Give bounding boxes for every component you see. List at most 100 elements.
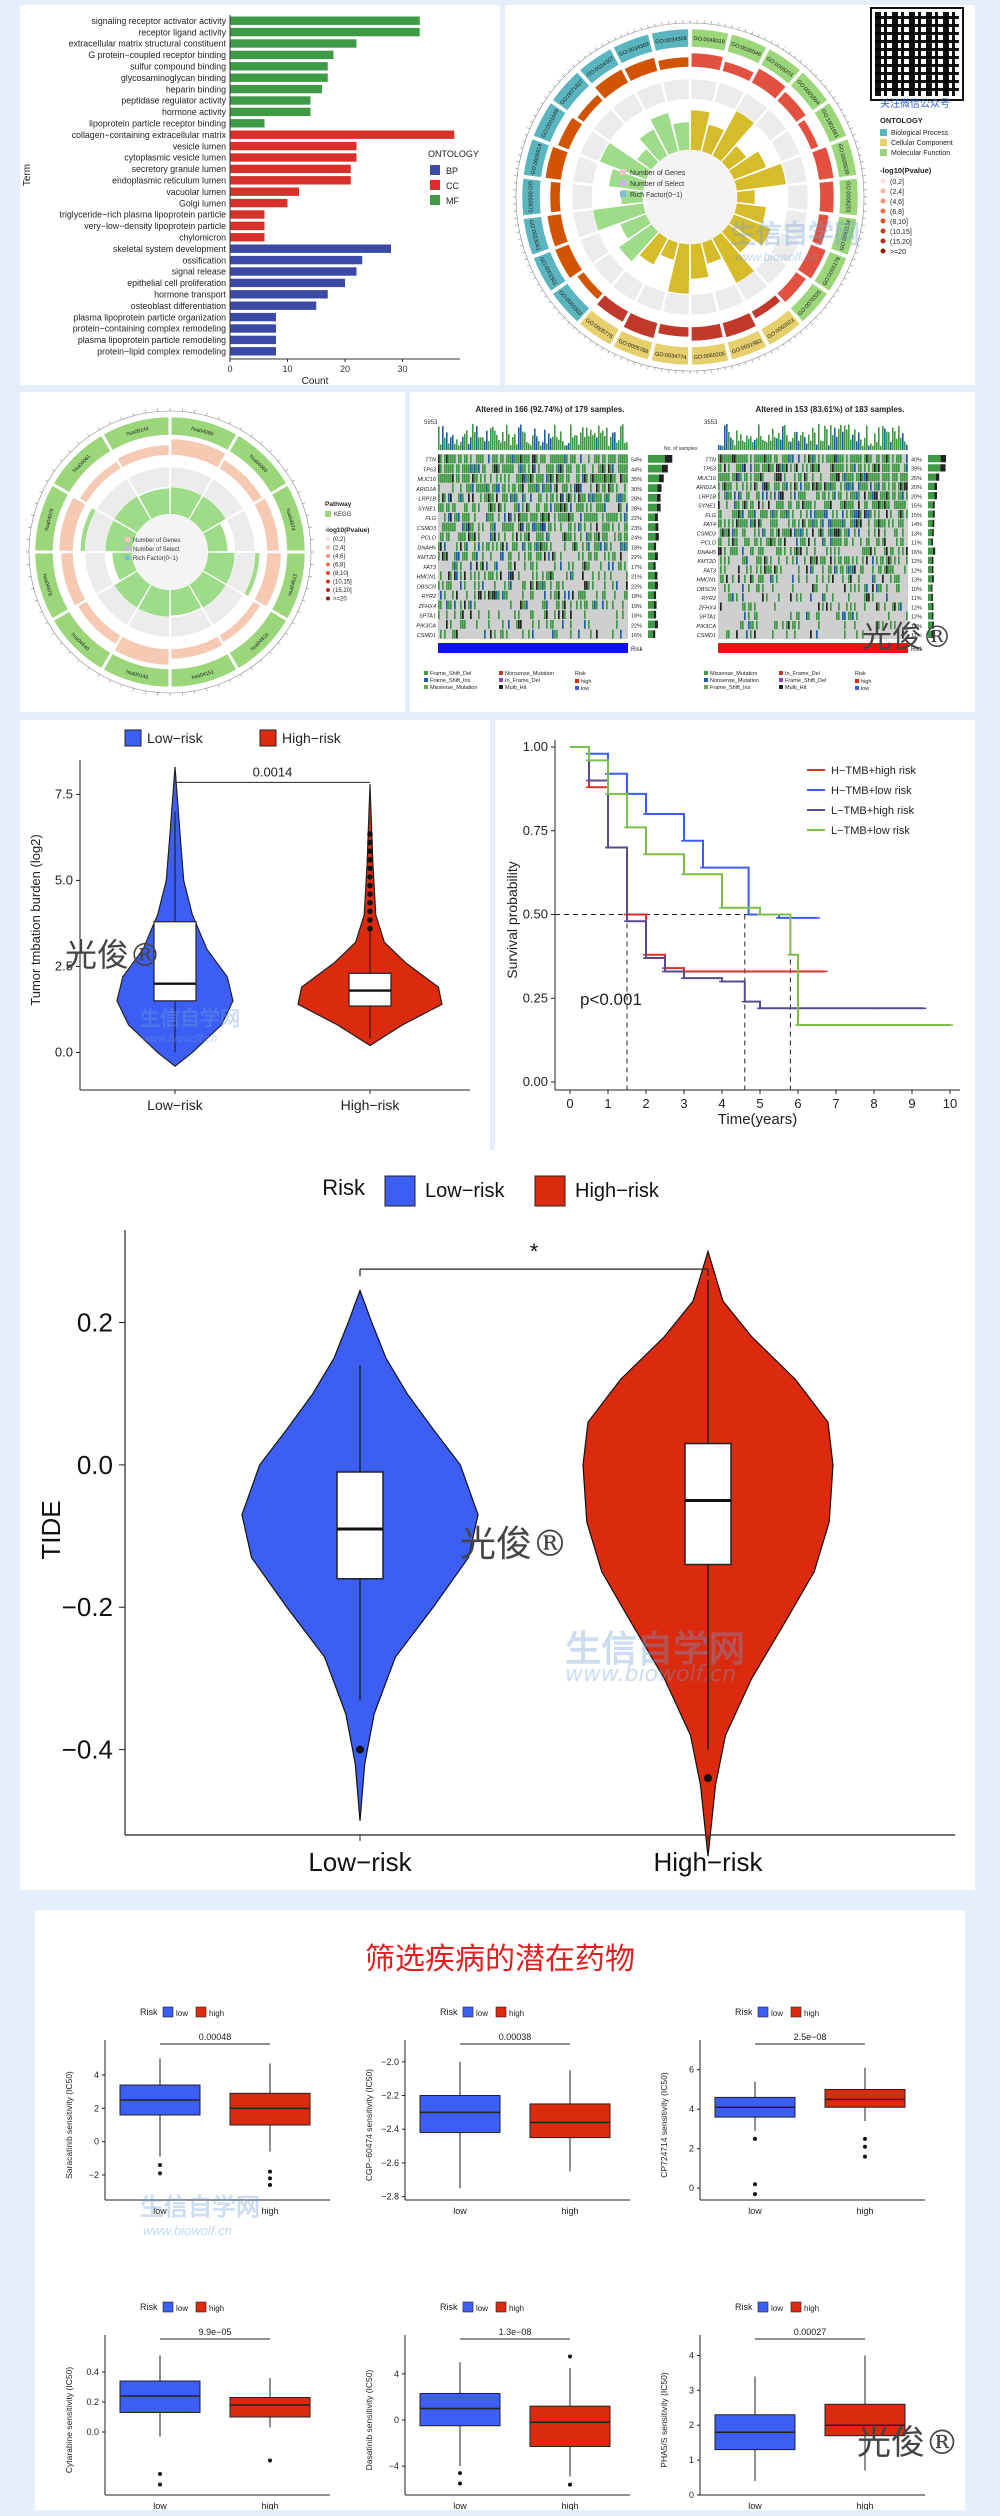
mutation-cell [730,547,732,556]
mutation-cell [472,483,474,493]
mutation-cell [846,482,848,491]
gene-bar [928,538,932,546]
mutation-cell [604,542,606,551]
outlier [458,2471,462,2476]
tmb-bar [750,436,752,450]
mutation-cell [552,454,554,464]
mutation-cell [798,621,800,630]
mutation-cell [836,611,838,620]
mutation-cell [830,519,832,528]
box [684,1442,732,1566]
mutation-cell [546,483,548,493]
tmb-bar [614,432,616,450]
tmb-bar [510,445,512,450]
count-segment [751,68,787,100]
pct-label: 12% [911,615,922,621]
legend-label: Cellular Component [891,140,953,147]
mutation-cell [770,574,772,583]
mutation-cell [858,574,860,583]
mutation-cell [546,571,548,581]
mutation-cell [818,611,820,620]
tmb-bar [578,444,580,450]
mutation-cell [762,482,764,491]
mutation-cell [546,542,548,551]
mutation-cell [538,464,540,473]
count-segment [797,119,819,151]
mutation-cell [832,463,834,472]
tmb-bar [482,437,484,450]
mutation-cell [724,519,726,528]
signif-label: 2.5e−08 [794,2032,827,2042]
mutation-cell [484,473,486,483]
mutation-cell [782,510,784,519]
mutation-cell [570,503,572,512]
gene-bar [931,603,934,611]
mutation-cell [466,473,468,483]
mutation-cell [810,463,812,472]
mutation-cell [886,454,888,463]
tmb-bar [538,440,540,450]
mutation-cell [798,491,800,500]
mutation-cell [888,556,890,565]
mutation-cell [494,503,496,512]
scale-tick [518,238,522,240]
legend-swatch [499,685,503,689]
scale-tick [67,651,71,655]
mutation-cell [852,463,854,472]
mutation-cell [540,473,542,483]
mutation-cell [544,581,546,590]
mutation-cell [792,574,794,583]
tmb-bar [604,436,606,450]
mutation-cell [756,611,758,620]
mutation-cell [744,556,746,565]
mutation-cell [496,454,498,464]
mutation-cell [842,611,844,620]
tmb-bar [892,427,894,450]
mutation-cell [728,519,730,528]
x-tick-label: High−risk [653,1847,763,1877]
bar [230,50,334,60]
mutation-cell [810,519,812,528]
mutation-cell [880,491,882,500]
mutation-cell [752,500,754,509]
mutation-cell [554,590,556,600]
term-label: peptidase regulator activity [121,96,226,106]
outer-segment [533,102,567,143]
mutation-cell [540,551,542,561]
mutation-cell [778,491,780,500]
box [824,2088,906,2108]
mutation-cell [480,493,482,503]
legend-label: Frame_Shift_Del [430,671,471,677]
gene-bar [654,581,658,590]
mutation-cell [882,491,884,500]
mutation-cell [836,537,838,546]
mutation-cell [580,590,582,600]
tmb-bar [808,434,810,450]
pct-label: 18% [631,545,642,551]
legend-label: Multi_Hit [505,685,527,691]
tmb-bar [818,424,820,450]
mutation-cell [906,556,908,565]
mutation-cell [562,464,564,473]
mutation-cell [598,483,600,493]
tmb-bar [540,445,542,450]
mutation-cell [830,463,832,472]
tmb-bar [490,428,492,450]
scale-tick [731,365,733,369]
mutation-cell [852,519,854,528]
mutation-cell [864,602,866,611]
mutation-cell [780,565,782,574]
outlier [367,865,373,872]
pval-swatch [326,588,330,592]
mutation-cell [812,473,814,482]
mutation-cell [844,630,846,639]
mutation-cell [520,600,522,610]
mutation-cell [778,528,780,537]
mutation-cell [834,463,836,472]
outlier [863,2136,867,2141]
mutation-cell [460,532,462,542]
mutation-cell [562,483,564,493]
gene-label: RYR2 [422,594,436,600]
pct-label: 39% [911,467,922,473]
kegg-circle-panel: hsa04080 hsa04060 hsa04974 hsa04512 hsa04610… [20,392,405,712]
